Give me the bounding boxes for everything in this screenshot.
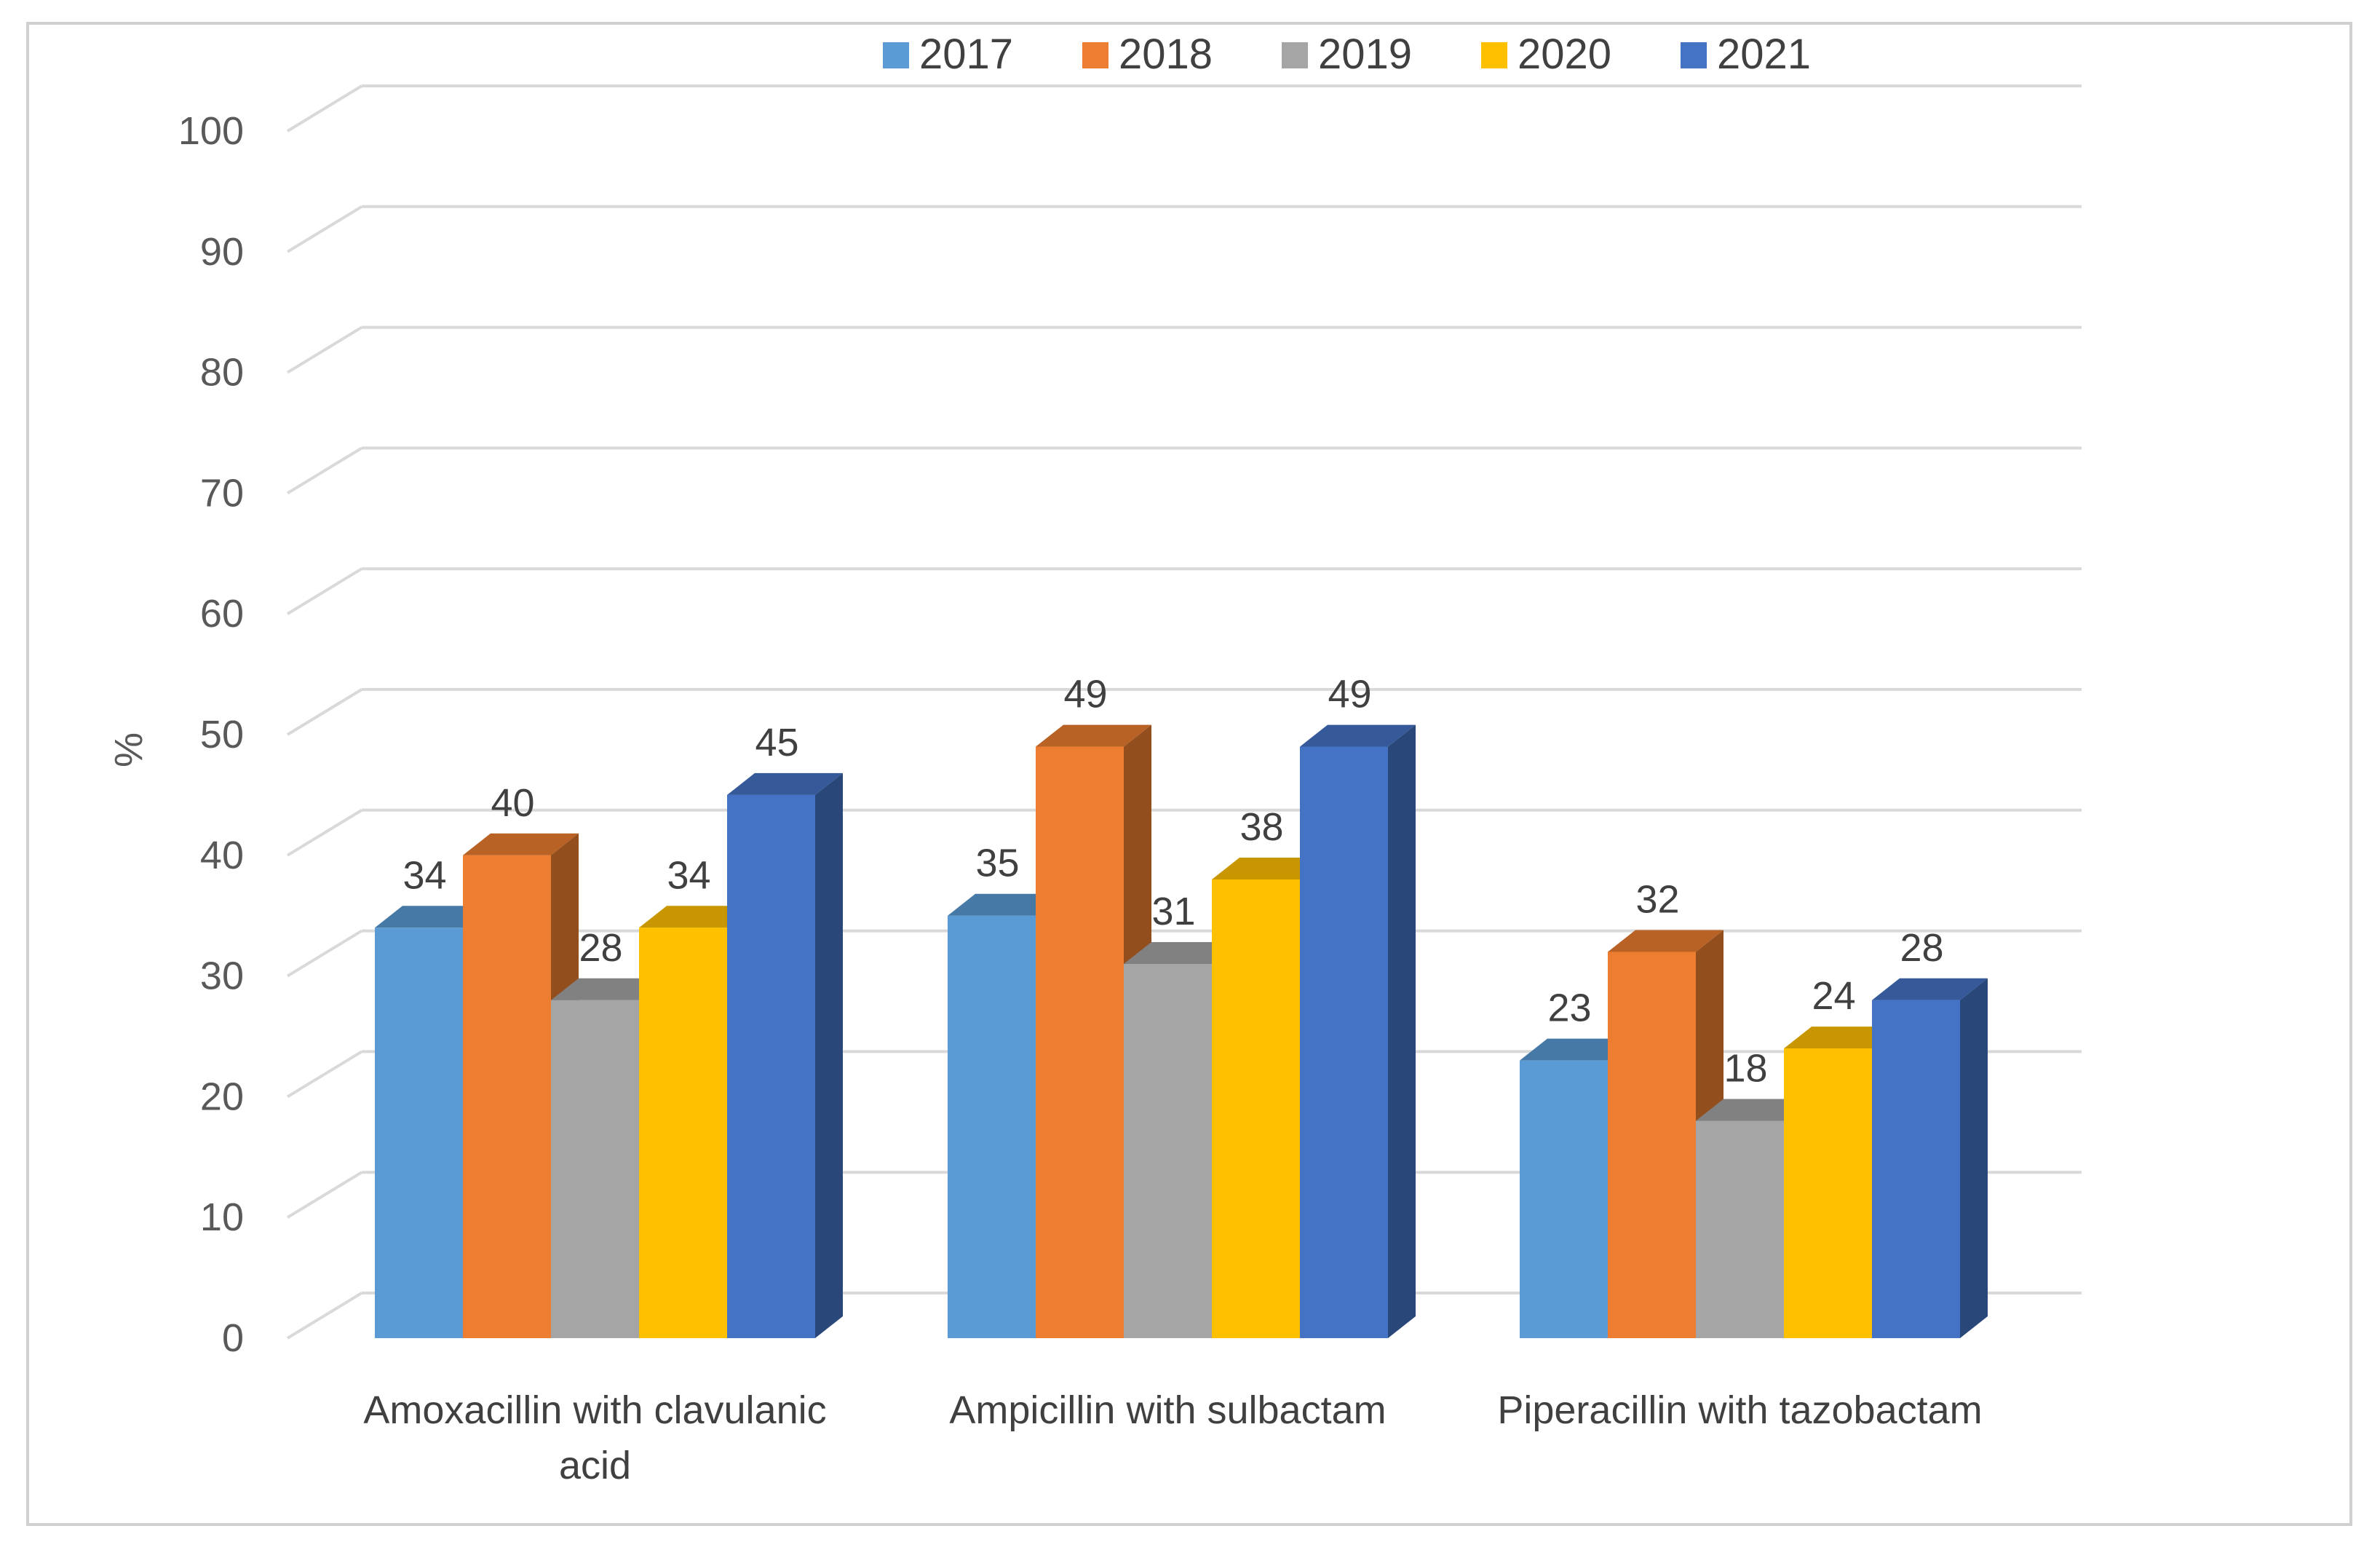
gridline-diagonal xyxy=(286,567,363,615)
gridline-diagonal xyxy=(286,446,363,495)
bar-front-overlay xyxy=(1124,964,1212,1338)
data-label: 28 xyxy=(1900,926,1943,970)
bar-front-overlay xyxy=(1212,879,1300,1338)
data-label: 35 xyxy=(975,842,1019,885)
gridline-diagonal xyxy=(286,1171,363,1219)
bar-front xyxy=(375,928,463,1338)
legend-swatch xyxy=(883,42,909,68)
bar-side xyxy=(1388,724,1416,1338)
bars xyxy=(375,724,1988,1338)
bar-top xyxy=(1124,942,1239,965)
data-label: 31 xyxy=(1151,890,1195,933)
bar-top xyxy=(1608,930,1723,952)
x-axis-categories: Amoxacillin with clavulanic acid Ampicilli… xyxy=(363,1388,1982,1487)
legend-swatch xyxy=(1681,42,1707,68)
data-label: 28 xyxy=(579,926,622,970)
bar-front-overlay xyxy=(639,928,727,1338)
data-labels: 34 40 28 34 45 35 49 31 38 49 23 32 18 24 28 xyxy=(402,673,1943,1091)
y-tick-label: 90 xyxy=(200,230,244,274)
bar-front-overlay xyxy=(1608,952,1696,1338)
bar-front-overlay xyxy=(463,855,551,1338)
legend-swatch xyxy=(1481,42,1507,68)
data-label: 40 xyxy=(491,781,534,825)
data-label: 38 xyxy=(1239,805,1283,849)
bar-top xyxy=(1520,1038,1635,1061)
bar-top xyxy=(1300,724,1416,747)
data-label: 32 xyxy=(1635,877,1679,921)
y-tick-label: 30 xyxy=(200,954,244,998)
gridline-diagonal xyxy=(286,688,363,736)
y-axis-title: % xyxy=(107,732,151,767)
gridline-diagonal xyxy=(286,325,363,374)
data-label: 18 xyxy=(1723,1047,1767,1091)
bar-top xyxy=(948,893,1063,916)
bar-top xyxy=(375,906,491,928)
y-tick-label: 10 xyxy=(200,1195,244,1239)
gridline-diagonal xyxy=(286,1292,363,1340)
category-label: acid xyxy=(559,1444,631,1487)
bar-front-overlay xyxy=(727,794,815,1338)
legend: 2017 2018 2019 2020 2021 xyxy=(883,31,1811,78)
bar-top xyxy=(1784,1027,1900,1049)
bar-top xyxy=(1696,1099,1812,1121)
legend-swatch xyxy=(1082,42,1108,68)
bar-front-overlay xyxy=(551,1000,639,1338)
bar-front xyxy=(948,915,1036,1338)
data-label: 34 xyxy=(402,853,446,897)
category-label: Piperacillin with tazobactam xyxy=(1497,1388,1982,1432)
bar-front-overlay xyxy=(1036,746,1124,1338)
bar-top xyxy=(463,833,579,855)
data-label: 34 xyxy=(667,853,710,897)
bar-top xyxy=(551,978,667,1000)
y-tick-label: 70 xyxy=(200,471,244,515)
data-label: 23 xyxy=(1547,986,1591,1030)
bar-top xyxy=(639,906,755,928)
y-tick-label: 20 xyxy=(200,1075,244,1118)
bar-front-overlay xyxy=(1872,1000,1960,1338)
bar-front-overlay xyxy=(1300,746,1388,1338)
data-label: 49 xyxy=(1063,673,1107,716)
data-label: 49 xyxy=(1328,673,1371,716)
legend-label: 2017 xyxy=(919,31,1013,78)
y-tick-label: 0 xyxy=(222,1316,244,1360)
data-label: 45 xyxy=(755,721,798,764)
y-tick-label: 100 xyxy=(178,109,244,153)
bar-top xyxy=(727,772,843,795)
y-axis-ticks: 0 10 20 30 40 50 60 70 80 90 100 xyxy=(178,109,244,1360)
bar-side xyxy=(815,772,843,1338)
y-tick-label: 50 xyxy=(200,713,244,756)
y-tick-label: 60 xyxy=(200,592,244,636)
legend-label: 2018 xyxy=(1119,31,1213,78)
legend-label: 2021 xyxy=(1717,31,1811,78)
legend-swatch xyxy=(1282,42,1308,68)
gridline-diagonal xyxy=(286,205,363,253)
y-tick-label: 80 xyxy=(200,351,244,395)
bar-front xyxy=(1520,1060,1608,1338)
bar-front-overlay xyxy=(1696,1120,1784,1338)
y-tick-label: 40 xyxy=(200,834,244,877)
bar-top xyxy=(1036,724,1151,747)
category-label: Amoxacillin with clavulanic xyxy=(363,1388,826,1432)
legend-label: 2019 xyxy=(1318,31,1412,78)
gridline-diagonal xyxy=(286,84,363,133)
bar-side xyxy=(1960,978,1988,1338)
legend-label: 2020 xyxy=(1518,31,1611,78)
gridline-diagonal xyxy=(286,929,363,978)
data-label: 24 xyxy=(1812,974,1855,1018)
gridline-diagonal xyxy=(286,809,363,857)
gridline-diagonal xyxy=(286,1050,363,1099)
bar-top xyxy=(1212,857,1328,879)
bar-top xyxy=(1872,978,1988,1000)
category-label: Ampicillin with sulbactam xyxy=(949,1388,1386,1432)
bar-front-overlay xyxy=(1784,1048,1872,1338)
